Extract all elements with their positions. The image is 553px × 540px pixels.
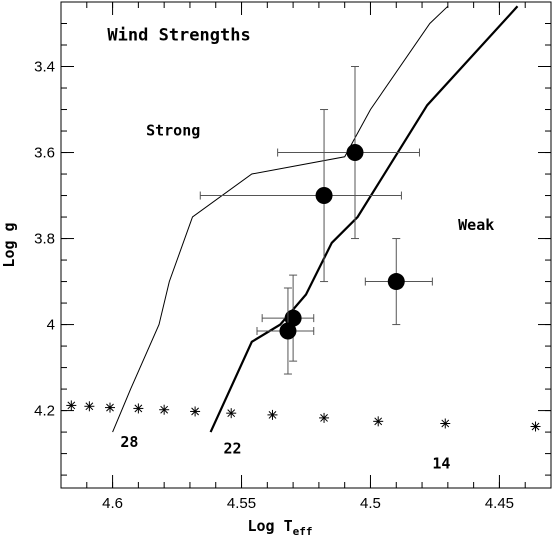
x-tick-label: 4.55	[227, 495, 256, 512]
annotation-label: Strong	[146, 121, 200, 139]
annotation-label: 14	[432, 455, 450, 473]
chart-title: Wind Strengths	[107, 26, 250, 46]
annotations: Wind Strengths Strong Weak 28 22 14	[107, 26, 494, 473]
annotation-label: 22	[223, 440, 241, 458]
asterisk-stroke	[268, 410, 277, 419]
data-point-group	[364, 238, 433, 326]
data-point-group	[261, 274, 315, 362]
data-point	[279, 322, 297, 340]
x-tick-label: 4.5	[360, 495, 381, 512]
asterisk-point	[159, 404, 170, 415]
y-tick-label: 3.4	[34, 59, 55, 76]
data-point	[346, 144, 364, 162]
asterisk-point	[440, 418, 451, 429]
asterisk-point	[373, 416, 384, 427]
asterisk-point	[66, 400, 77, 411]
y-tick-label: 3.6	[34, 145, 55, 162]
x-axis-title-main: Log T	[247, 517, 292, 535]
data-point	[387, 273, 405, 291]
x-axis-title: Log Teff	[247, 517, 312, 538]
model-curves	[112, 5, 519, 433]
asterisk-stroke	[441, 419, 450, 428]
plot-frame	[60, 1, 552, 489]
y-tick-label: 4.2	[34, 403, 55, 420]
asterisk-point	[84, 401, 95, 412]
asterisk-stroke	[531, 422, 540, 431]
asterisk-point	[267, 409, 278, 420]
asterisk-stroke	[106, 403, 114, 412]
thick-model-curve	[209, 5, 519, 433]
asterisk-point	[319, 412, 330, 423]
data-point	[315, 187, 333, 205]
thin-model-curve	[112, 5, 449, 433]
asterisk-series	[66, 400, 541, 432]
asterisk-stroke	[160, 405, 169, 414]
data-point-group	[256, 287, 315, 375]
data-point-group	[277, 66, 420, 240]
y-tick-label: 3.8	[34, 231, 55, 248]
annotation-label: Weak	[458, 216, 494, 234]
asterisk-stroke	[134, 404, 143, 413]
asterisk-stroke	[374, 417, 383, 426]
asterisk-stroke	[227, 409, 236, 418]
asterisk-point	[105, 402, 115, 413]
y-tick-label: 4	[47, 317, 55, 334]
asterisk-stroke	[67, 401, 76, 410]
x-axis-title-subscript: eff	[293, 525, 313, 538]
annotation-label: 28	[120, 433, 138, 451]
asterisk-point	[226, 408, 237, 419]
axis-ticks: 4.6 4.55 4.5 4.45 3.4 3.6 3.8 4 4.2	[34, 1, 552, 512]
data-point-group	[199, 109, 402, 283]
y-axis-title: Log g	[0, 222, 18, 267]
asterisk-point	[190, 406, 201, 417]
asterisk-stroke	[85, 402, 94, 411]
asterisk-stroke	[320, 414, 328, 422]
asterisk-stroke	[191, 407, 199, 416]
data-point	[284, 309, 302, 327]
asterisk-point	[530, 421, 541, 432]
x-tick-label: 4.45	[485, 495, 514, 512]
data-points	[199, 66, 433, 375]
asterisk-point	[133, 403, 144, 414]
x-tick-label: 4.6	[102, 495, 123, 512]
